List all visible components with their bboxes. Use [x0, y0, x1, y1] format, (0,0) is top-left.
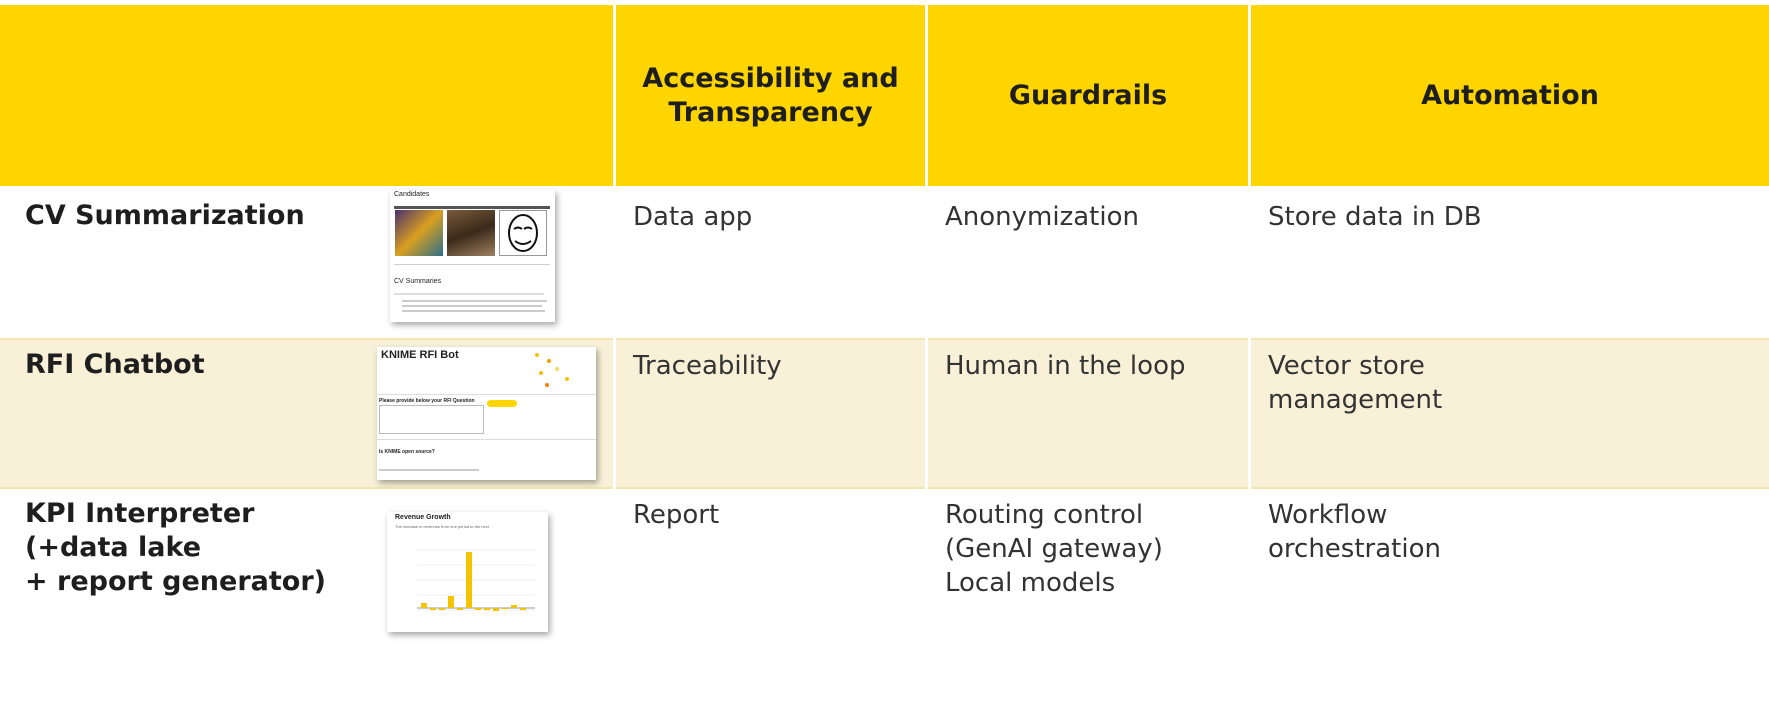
row	[0, 489, 1769, 713]
row-divider	[0, 338, 1769, 340]
cell: Vector store management	[1268, 351, 1443, 415]
thumbnail-title: Candidates	[394, 191, 430, 198]
decoration	[402, 300, 547, 302]
screenshot-thumbnail: KNIME RFI Bot Please provide below your …	[377, 347, 596, 480]
image	[447, 210, 495, 256]
thumbnail-subtitle: The increase in revenues from one period…	[395, 524, 489, 529]
cell: Routing control (GenAI gateway) Local mo…	[945, 500, 1163, 598]
decoration	[377, 439, 596, 440]
decoration	[402, 305, 542, 307]
column-header: Accessibility and Transparency	[616, 5, 925, 186]
column-header: Guardrails	[928, 5, 1248, 186]
decoration	[377, 394, 596, 395]
thumbnail-title: KNIME RFI Bot	[381, 349, 459, 361]
decoration	[394, 293, 544, 295]
cell: Traceability	[633, 351, 782, 381]
thumbnail-subtitle: CV Summaries	[394, 278, 442, 285]
row-divider	[0, 487, 1769, 489]
row-name: CV Summarization	[25, 200, 305, 231]
screenshot-thumbnail: Candidates CV Summaries	[390, 190, 555, 322]
screenshot-thumbnail: Revenue Growth The increase in revenues …	[387, 512, 548, 632]
row-name: KPI Interpreter (+data lake + report gen…	[25, 498, 326, 597]
cell: Store data in DB	[1268, 202, 1482, 232]
cell: Human in the loop	[945, 351, 1186, 381]
image	[395, 210, 443, 256]
row-name: RFI Chatbot	[25, 349, 205, 380]
decoration	[379, 469, 479, 471]
column-header: Automation	[1251, 5, 1769, 186]
text-area	[379, 405, 484, 434]
thumbnail-prompt: Please provide below your RFI Question	[379, 398, 475, 404]
cell: Report	[633, 500, 720, 530]
column-divider	[1248, 188, 1251, 713]
chart-image	[417, 549, 535, 611]
decoration	[394, 206, 550, 209]
button	[487, 400, 517, 407]
cell: Workflow orchestration	[1268, 500, 1441, 564]
row	[0, 340, 1769, 487]
thumbnail-question: Is KNIME open source?	[379, 449, 435, 455]
cell: Data app	[633, 202, 753, 232]
cell: Anonymization	[945, 202, 1139, 232]
image	[499, 210, 547, 256]
decoration	[394, 264, 550, 265]
dots-decoration	[535, 353, 569, 387]
thumbnail-title: Revenue Growth	[395, 514, 451, 521]
decoration	[402, 310, 545, 312]
column-divider	[613, 188, 616, 713]
header-cell	[0, 5, 613, 186]
mask-icon	[508, 214, 538, 252]
row	[0, 188, 1769, 338]
column-divider	[925, 188, 928, 713]
